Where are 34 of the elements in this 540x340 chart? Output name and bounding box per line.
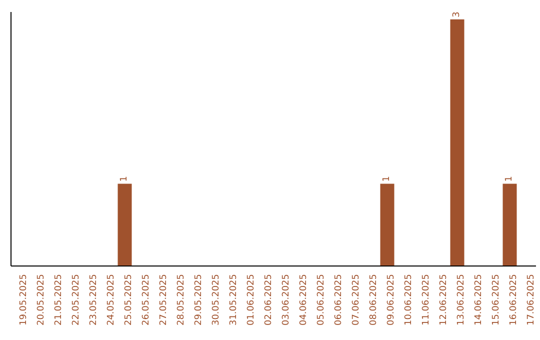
x-tick-label: 13.06.2025 bbox=[456, 274, 467, 326]
data-label: 1 bbox=[382, 176, 392, 182]
x-tick-label: 27.05.2025 bbox=[159, 274, 170, 326]
x-tick-label: 01.06.2025 bbox=[246, 274, 257, 326]
x-tick-label: 17.06.2025 bbox=[526, 274, 537, 326]
x-tick-label: 16.06.2025 bbox=[509, 274, 520, 326]
x-tick-label: 04.06.2025 bbox=[299, 274, 310, 326]
x-tick-label: 21.05.2025 bbox=[54, 274, 64, 326]
x-tick-label: 03.06.2025 bbox=[282, 274, 292, 326]
x-tick-label: 08.06.2025 bbox=[369, 274, 380, 326]
x-tick-label: 22.05.2025 bbox=[72, 274, 82, 326]
x-tick-label: 09.06.2025 bbox=[386, 274, 397, 326]
x-tick-label: 11.06.2025 bbox=[422, 274, 432, 326]
data-label: 3 bbox=[452, 12, 462, 18]
x-tick-label: 26.05.2025 bbox=[142, 274, 152, 326]
x-tick-label: 02.06.2025 bbox=[264, 274, 274, 326]
x-tick-label: 23.05.2025 bbox=[89, 274, 100, 326]
x-tick-label: 07.06.2025 bbox=[352, 274, 362, 326]
x-tick-label: 19.05.2025 bbox=[19, 274, 30, 326]
x-tick-label: 29.05.2025 bbox=[194, 274, 204, 326]
data-label: 1 bbox=[504, 176, 515, 182]
x-tick-label: 25.05.2025 bbox=[124, 274, 134, 326]
x-tick-label: 28.05.2025 bbox=[176, 274, 187, 326]
x-tick-label: 31.05.2025 bbox=[229, 274, 240, 326]
x-tick-label: 06.06.2025 bbox=[334, 274, 344, 326]
x-tick-label: 05.06.2025 bbox=[316, 274, 327, 326]
x-tick-label: 12.06.2025 bbox=[439, 274, 450, 326]
x-tick-label: 30.05.2025 bbox=[212, 274, 222, 326]
x-tick-label: 10.06.2025 bbox=[404, 274, 414, 326]
x-tick-label: 20.05.2025 bbox=[36, 274, 47, 326]
data-label: 1 bbox=[120, 176, 130, 182]
x-tick-label: 24.05.2025 bbox=[106, 274, 117, 326]
x-tick-label: 15.06.2025 bbox=[492, 274, 502, 326]
x-tick-label: 14.06.2025 bbox=[474, 274, 484, 326]
